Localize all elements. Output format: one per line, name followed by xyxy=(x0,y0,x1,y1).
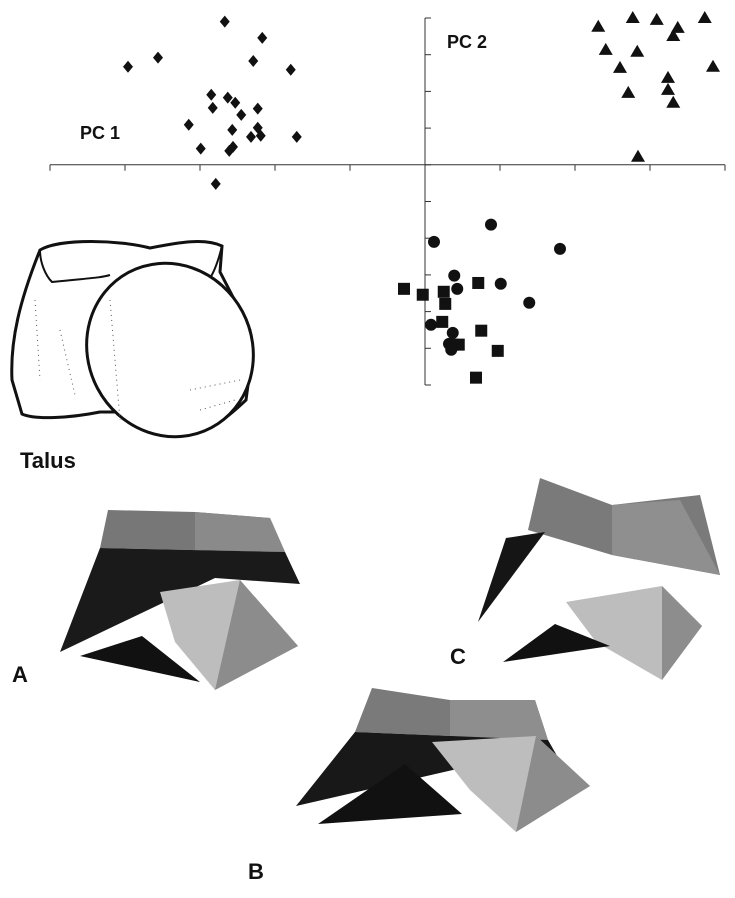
circle-point xyxy=(485,218,497,231)
diamond-point xyxy=(230,96,241,109)
square-point xyxy=(437,285,450,298)
square-point xyxy=(452,338,465,351)
diamond-point xyxy=(207,101,218,114)
square-point xyxy=(416,288,429,301)
triangle-point xyxy=(591,19,606,32)
panel-label: Talus xyxy=(20,448,76,473)
triangle-point xyxy=(613,60,627,73)
triangle-point xyxy=(631,149,645,162)
circle-point xyxy=(425,318,437,331)
diamond-point xyxy=(252,102,263,115)
axis-label: PC 2 xyxy=(447,32,487,52)
circle-point xyxy=(446,326,459,339)
circle-point xyxy=(494,277,507,290)
triangle-point xyxy=(630,44,645,57)
square-point xyxy=(436,315,449,328)
diamond-point xyxy=(210,177,221,190)
polyhedron-a xyxy=(60,510,300,690)
diamond-point xyxy=(222,91,233,104)
diamond-point xyxy=(206,88,217,101)
square-point xyxy=(491,344,504,357)
circle-point xyxy=(554,242,566,255)
triangle-point xyxy=(621,85,636,98)
triangle-point xyxy=(666,28,681,41)
diamond-point xyxy=(228,140,238,153)
diamond-point xyxy=(236,108,247,121)
triangle-point xyxy=(661,82,675,95)
diamond-point xyxy=(195,142,206,155)
diamond-point xyxy=(248,54,259,67)
polyhedron-b xyxy=(296,688,590,832)
triangle-point xyxy=(670,20,685,33)
diamond-point xyxy=(285,63,296,76)
diamond-point xyxy=(255,129,266,142)
polyhedron-c xyxy=(478,478,720,680)
triangle-point xyxy=(598,42,613,55)
square-point xyxy=(439,297,452,310)
circle-point xyxy=(448,269,461,282)
diamond-point xyxy=(153,51,163,64)
triangle-point xyxy=(625,11,640,23)
triangle-point xyxy=(649,12,664,25)
panel-label: C xyxy=(450,644,466,669)
triangle-point xyxy=(661,70,675,83)
triangle-point xyxy=(666,95,681,108)
diamond-point xyxy=(183,118,194,131)
square-point xyxy=(398,282,410,295)
diamond-point xyxy=(291,130,302,143)
triangle-point xyxy=(706,59,720,72)
circle-point xyxy=(428,235,440,248)
talus-drawing xyxy=(10,240,255,439)
square-point xyxy=(470,371,482,384)
square-point xyxy=(472,276,485,289)
diamond-point xyxy=(227,123,238,136)
axis-label: PC 1 xyxy=(80,123,120,143)
triangle-point xyxy=(697,11,712,23)
panel-label: A xyxy=(12,662,28,687)
diamond-point xyxy=(219,15,230,28)
circle-point xyxy=(451,282,464,295)
panel-label: B xyxy=(248,859,264,884)
diamond-point xyxy=(257,31,268,44)
circle-point xyxy=(523,296,536,309)
square-point xyxy=(475,324,488,337)
diamond-point xyxy=(246,130,256,143)
diamond-point xyxy=(123,60,133,73)
